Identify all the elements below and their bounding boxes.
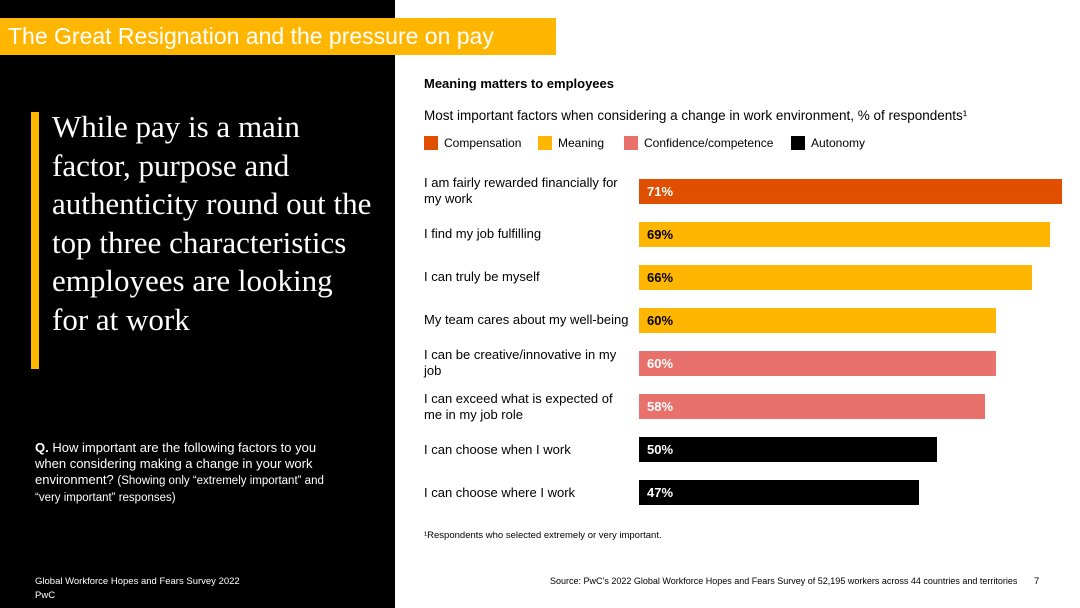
legend-item: Confidence/competence: [624, 136, 773, 150]
bar: [639, 221, 1051, 247]
legend-swatch: [424, 136, 438, 150]
bar: [639, 264, 1033, 290]
category-label: I can choose when I work: [424, 441, 571, 457]
legend-label: Meaning: [558, 136, 605, 150]
category-label: I can truly be myself: [424, 269, 540, 285]
bar: [639, 437, 937, 463]
legend-swatch: [791, 136, 805, 150]
category-label: I can be creative/innovative in my job: [424, 347, 617, 379]
legend-label: Confidence/competence: [644, 136, 774, 150]
legend-label: Autonomy: [811, 136, 866, 150]
legend-swatch: [538, 136, 552, 150]
category-label: I am fairly rewarded financially for my …: [424, 175, 618, 206]
bar: [639, 178, 1062, 204]
bar: [639, 394, 985, 419]
value-label: 58%: [647, 399, 674, 414]
category-label: I can exceed what is expected of me in m…: [424, 390, 613, 422]
accent-bar: [31, 112, 39, 369]
footer: Global Workforce Hopes and Fears Survey …: [35, 575, 240, 603]
bar: [639, 307, 997, 333]
banner: The Great Resignation and the pressure o…: [0, 18, 556, 55]
value-label: 50%: [647, 442, 674, 458]
chart-title: Meaning matters to employees: [424, 76, 614, 91]
value-label: 60%: [647, 355, 674, 371]
question-note: (Showing only “extremely important” and …: [35, 475, 324, 504]
legend-item: Autonomy: [791, 136, 865, 150]
value-label: 69%: [647, 226, 674, 242]
category-label: My team cares about my well-being: [424, 312, 629, 328]
value-label: 71%: [647, 183, 674, 199]
page-number: 7: [1034, 576, 1040, 587]
legend-item: Meaning: [538, 136, 604, 150]
value-label: 47%: [647, 485, 674, 501]
footnote: ¹Respondents who selected extremely or v…: [424, 530, 662, 541]
question-text: How important are the following factors …: [35, 440, 317, 487]
bar: [639, 480, 919, 506]
question: Q. How important are the following facto…: [35, 440, 345, 506]
footer-line: Global Workforce Hopes and Fears Survey …: [35, 576, 240, 587]
legend-item: Compensation: [424, 136, 521, 150]
legend-swatch: [624, 136, 638, 150]
value-label: 60%: [647, 312, 674, 328]
left-panel: [0, 0, 395, 608]
question-label: Q.: [35, 440, 49, 455]
source: Source: PwC’s 2022 Global Workforce Hope…: [550, 576, 1018, 586]
legend-label: Compensation: [444, 136, 522, 150]
headline: While pay is a main factor, purpose and …: [52, 109, 372, 337]
category-label: I find my job fulfilling: [424, 226, 542, 242]
chart-subtitle: Most important factors when considering …: [424, 108, 968, 123]
footer-line: PwC: [35, 590, 56, 601]
value-label: 66%: [647, 269, 674, 285]
category-label: I can choose where I work: [424, 484, 576, 500]
bar: [639, 350, 997, 376]
